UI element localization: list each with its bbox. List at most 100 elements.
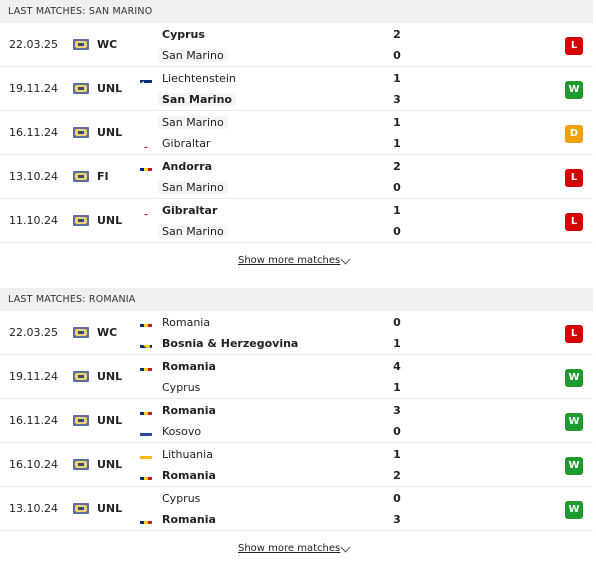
home-team[interactable]: San Marino: [158, 116, 228, 129]
romania-flag-icon: [140, 515, 152, 524]
away-team[interactable]: Bosnia & Herzegovina: [162, 337, 299, 350]
match-row[interactable]: 19.11.24 UNL Liechtenstein San Marino 1 3 W: [0, 67, 593, 111]
cyprus-flag-icon: [140, 383, 152, 392]
competition-label: UNL: [97, 82, 123, 95]
home-team[interactable]: Romania: [162, 316, 211, 329]
competition-icon: [73, 215, 89, 226]
san-marino-flag-icon: [140, 51, 152, 60]
home-score: 4: [393, 360, 401, 373]
romania-flag-icon: [140, 406, 152, 415]
chevron-down-icon[interactable]: [340, 542, 351, 553]
competition-label: UNL: [97, 370, 123, 383]
competition-icon: [73, 83, 89, 94]
competition-icon: [73, 459, 89, 470]
away-score: 0: [393, 225, 401, 238]
result-badge: W: [565, 369, 583, 387]
match-row[interactable]: 13.10.24 FI Andorra San Marino 2 0 L: [0, 155, 593, 199]
result-badge: L: [565, 325, 583, 343]
away-team[interactable]: San Marino: [158, 225, 228, 238]
kosovo-flag-icon: [140, 427, 152, 436]
romania-flag-icon: [140, 471, 152, 480]
result-badge: L: [565, 213, 583, 231]
match-date: 13.10.24: [9, 170, 58, 183]
home-score: 2: [393, 160, 401, 173]
home-team[interactable]: Romania: [162, 360, 216, 373]
result-badge: W: [565, 81, 583, 99]
match-date: 16.11.24: [9, 414, 58, 427]
away-team[interactable]: Romania: [162, 469, 216, 482]
romania-flag-icon: [140, 318, 152, 327]
competition-label: FI: [97, 170, 109, 183]
competition-label: UNL: [97, 126, 123, 139]
result-badge: W: [565, 501, 583, 519]
competition-label: UNL: [97, 458, 123, 471]
match-row[interactable]: 13.10.24 UNL Cyprus Romania 0 3 W: [0, 487, 593, 531]
away-team[interactable]: Cyprus: [162, 381, 201, 394]
result-badge: W: [565, 457, 583, 475]
match-date: 16.11.24: [9, 126, 58, 139]
show-more-matches-link[interactable]: Show more matches: [238, 543, 341, 554]
competition-icon: [73, 415, 89, 426]
away-team[interactable]: San Marino: [158, 93, 236, 106]
competition-icon: [73, 39, 89, 50]
result-badge: D: [565, 125, 583, 143]
away-team[interactable]: Gibraltar: [162, 137, 211, 150]
competition-icon: [73, 171, 89, 182]
home-score: 1: [393, 448, 401, 461]
home-team[interactable]: Romania: [162, 404, 216, 417]
match-row[interactable]: 16.11.24 UNL San Marino Gibraltar 1 1 D: [0, 111, 593, 155]
home-score: 1: [393, 116, 401, 129]
cyprus-flag-icon: [140, 494, 152, 503]
san-marino-flag-icon: [140, 227, 152, 236]
home-team[interactable]: Liechtenstein: [162, 72, 236, 85]
match-row[interactable]: 11.10.24 UNL Gibraltar San Marino 1 0 L: [0, 199, 593, 243]
gibraltar-flag-icon: [140, 206, 152, 215]
away-team[interactable]: San Marino: [158, 49, 228, 62]
home-score: 1: [393, 204, 401, 217]
match-row[interactable]: 19.11.24 UNL Romania Cyprus 4 1 W: [0, 355, 593, 399]
san-marino-flag-icon: [140, 183, 152, 192]
away-score: 0: [393, 181, 401, 194]
match-date: 13.10.24: [9, 502, 58, 515]
away-score: 0: [393, 49, 401, 62]
section-header: LAST MATCHES: ROMANIA: [0, 288, 593, 311]
cyprus-flag-icon: [140, 30, 152, 39]
home-score: 2: [393, 28, 401, 41]
match-date: 22.03.25: [9, 326, 58, 339]
show-more-matches-link[interactable]: Show more matches: [238, 255, 341, 266]
away-score: 2: [393, 469, 401, 482]
result-badge: L: [565, 169, 583, 187]
match-row[interactable]: 16.11.24 UNL Romania Kosovo 3 0 W: [0, 399, 593, 443]
away-team[interactable]: Romania: [162, 513, 216, 526]
match-row[interactable]: 22.03.25 WC Romania Bosnia & Herzegovina 0 1 L: [0, 311, 593, 355]
competition-icon: [73, 503, 89, 514]
bosnia-flag-icon: [140, 339, 152, 348]
competition-label: WC: [97, 38, 118, 51]
away-score: 3: [393, 513, 401, 526]
competition-icon: [73, 371, 89, 382]
home-team[interactable]: Cyprus: [162, 492, 201, 505]
competition-label: UNL: [97, 502, 123, 515]
away-team[interactable]: Kosovo: [162, 425, 202, 438]
san-marino-flag-icon: [140, 118, 152, 127]
match-date: 22.03.25: [9, 38, 58, 51]
competition-label: UNL: [97, 414, 123, 427]
chevron-down-icon[interactable]: [340, 254, 351, 265]
lithuania-flag-icon: [140, 450, 152, 459]
home-score: 1: [393, 72, 401, 85]
home-score: 0: [393, 316, 401, 329]
home-team[interactable]: Andorra: [162, 160, 213, 173]
home-team[interactable]: Gibraltar: [162, 204, 218, 217]
match-date: 16.10.24: [9, 458, 58, 471]
away-score: 3: [393, 93, 401, 106]
away-team[interactable]: San Marino: [158, 181, 228, 194]
home-team[interactable]: Lithuania: [162, 448, 213, 461]
match-date: 19.11.24: [9, 82, 58, 95]
match-row[interactable]: 16.10.24 UNL Lithuania Romania 1 2 W: [0, 443, 593, 487]
competition-icon: [73, 327, 89, 338]
home-team[interactable]: Cyprus: [162, 28, 205, 41]
home-score: 0: [393, 492, 401, 505]
san-marino-flag-icon: [140, 95, 152, 104]
match-row[interactable]: 22.03.25 WC Cyprus San Marino 2 0 L: [0, 23, 593, 67]
match-date: 19.11.24: [9, 370, 58, 383]
